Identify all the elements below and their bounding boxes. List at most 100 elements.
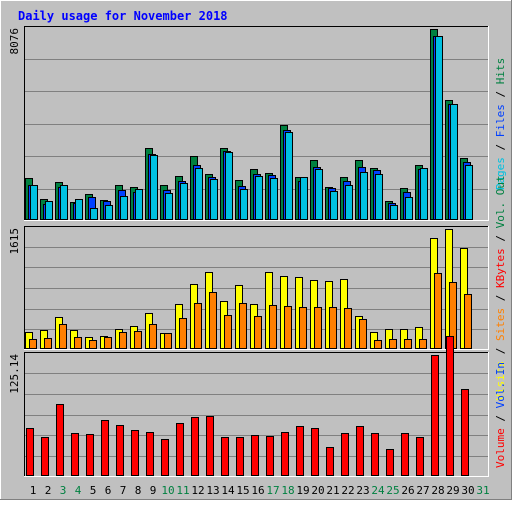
bar-sites-day-27 [419, 339, 427, 349]
legend-entry: / [494, 137, 507, 157]
x-tick-label-day-2: 2 [45, 484, 52, 497]
bar-pages-day-2 [45, 201, 53, 220]
legend-entry: Volume [494, 428, 507, 468]
legend-entry: / [494, 341, 507, 361]
bar-pages-day-14 [225, 152, 233, 220]
panel-legend: Visits / Sites / KBytes / Vol. Out [494, 175, 507, 400]
x-tick-label-day-15: 15 [236, 484, 249, 497]
x-tick-label-day-9: 9 [150, 484, 157, 497]
bar-sites-day-13 [209, 292, 217, 349]
bar-pages-day-6 [105, 205, 113, 220]
bar-volume-day-22 [341, 433, 349, 476]
bar-pages-day-8 [135, 189, 143, 220]
bar-pages-day-16 [255, 176, 263, 220]
x-tick-label-day-14: 14 [221, 484, 235, 497]
bar-volume-day-2 [41, 437, 49, 476]
x-tick-label-day-24: 24 [371, 484, 385, 497]
bar-pages-day-20 [315, 169, 323, 220]
bar-pages-day-24 [375, 174, 383, 220]
x-tick-label-day-12: 12 [191, 484, 204, 497]
x-tick-label-day-17: 17 [266, 484, 279, 497]
x-tick-label-day-22: 22 [341, 484, 354, 497]
x-tick-label-day-27: 27 [416, 484, 429, 497]
bar-volume-day-8 [131, 430, 139, 476]
bar-pages-day-1 [30, 185, 38, 220]
bar-pages-day-21 [330, 191, 338, 220]
bar-pages-day-7 [120, 196, 128, 220]
bar-volume-day-3 [56, 404, 64, 476]
bar-sites-day-20 [314, 307, 322, 349]
legend-entry: / [494, 228, 507, 248]
panel-hits-files-pages: 8076 Pages / Files / Hits [8, 26, 507, 221]
bar-sites-day-24 [374, 340, 382, 349]
bar-pages-day-22 [345, 185, 353, 220]
bar-volume-day-27 [416, 437, 424, 476]
bar-volume-day-10 [161, 439, 169, 476]
x-tick-label-day-5: 5 [90, 484, 97, 497]
bar-volume-day-25 [386, 449, 394, 476]
bar-sites-day-6 [104, 337, 112, 349]
bar-volume-day-12 [191, 417, 199, 476]
bar-pages-day-18 [285, 132, 293, 220]
bar-pages-day-5 [90, 208, 98, 220]
bar-sites-day-14 [224, 315, 232, 349]
x-axis-labels: 1 2 3 4 5 6 7 8 9 10 11 12 13 14 15 16 17 18 19 20 21 22 23 24 2… [30, 484, 490, 497]
bar-sites-day-15 [239, 303, 247, 349]
bar-sites-day-3 [59, 324, 67, 349]
bar-sites-day-9 [149, 324, 157, 349]
bar-sites-day-19 [299, 307, 307, 349]
bar-sites-day-30 [464, 294, 472, 349]
bar-pages-day-26 [405, 197, 413, 220]
panel-legend: Pages / Files / Hits [494, 58, 507, 191]
x-tick-label-day-16: 16 [251, 484, 264, 497]
x-tick-label-day-20: 20 [311, 484, 324, 497]
legend-entry: / [494, 288, 507, 308]
x-tick-label-day-25: 25 [386, 484, 399, 497]
bar-sites-day-12 [194, 303, 202, 349]
x-tick-label-day-13: 13 [206, 484, 219, 497]
bar-pages-day-30 [465, 165, 473, 220]
bar-sites-day-21 [329, 307, 337, 349]
x-tick-label-day-18: 18 [281, 484, 294, 497]
bar-pages-day-11 [180, 183, 188, 220]
x-tick-label-day-8: 8 [135, 484, 142, 497]
bar-sites-day-11 [179, 318, 187, 349]
legend-entry: Vol. Out [494, 175, 507, 228]
bar-pages-day-13 [210, 179, 218, 220]
bar-pages-day-17 [270, 178, 278, 220]
bar-pages-day-9 [150, 155, 158, 220]
bar-sites-day-7 [119, 332, 127, 349]
panel-legend: Volume / Vol. In [494, 362, 507, 468]
bar-sites-day-28 [434, 273, 442, 349]
chart-title: Daily usage for November 2018 [18, 9, 228, 23]
bar-pages-day-4 [75, 199, 83, 220]
legend-entry: Visits [494, 361, 507, 401]
legend-entry: / [494, 408, 507, 428]
bar-volume-day-5 [86, 434, 94, 476]
bar-sites-day-18 [284, 306, 292, 349]
bar-volume-day-28 [431, 355, 439, 476]
bar-volume-day-9 [146, 432, 154, 476]
bar-pages-day-15 [240, 189, 248, 220]
x-tick-label-day-31: 31 [476, 484, 489, 497]
legend-entry: Vol. In [494, 362, 507, 408]
x-tick-label-day-30: 30 [461, 484, 474, 497]
bar-volume-day-16 [251, 435, 259, 476]
legend-entry: Hits [494, 58, 507, 85]
x-tick-label-day-1: 1 [30, 484, 37, 497]
bar-volume-day-4 [71, 433, 79, 476]
bar-sites-day-22 [344, 308, 352, 349]
x-tick-label-day-23: 23 [356, 484, 369, 497]
bar-pages-day-19 [300, 177, 308, 220]
bar-pages-day-10 [165, 193, 173, 220]
bar-volume-day-21 [326, 447, 334, 476]
bar-sites-day-5 [89, 340, 97, 349]
bar-sites-day-1 [29, 339, 37, 349]
bar-pages-day-3 [60, 185, 68, 220]
bar-volume-day-30 [461, 389, 469, 476]
bar-volume-day-15 [236, 437, 244, 476]
bar-sites-day-16 [254, 316, 262, 349]
bar-volume-day-19 [296, 426, 304, 476]
